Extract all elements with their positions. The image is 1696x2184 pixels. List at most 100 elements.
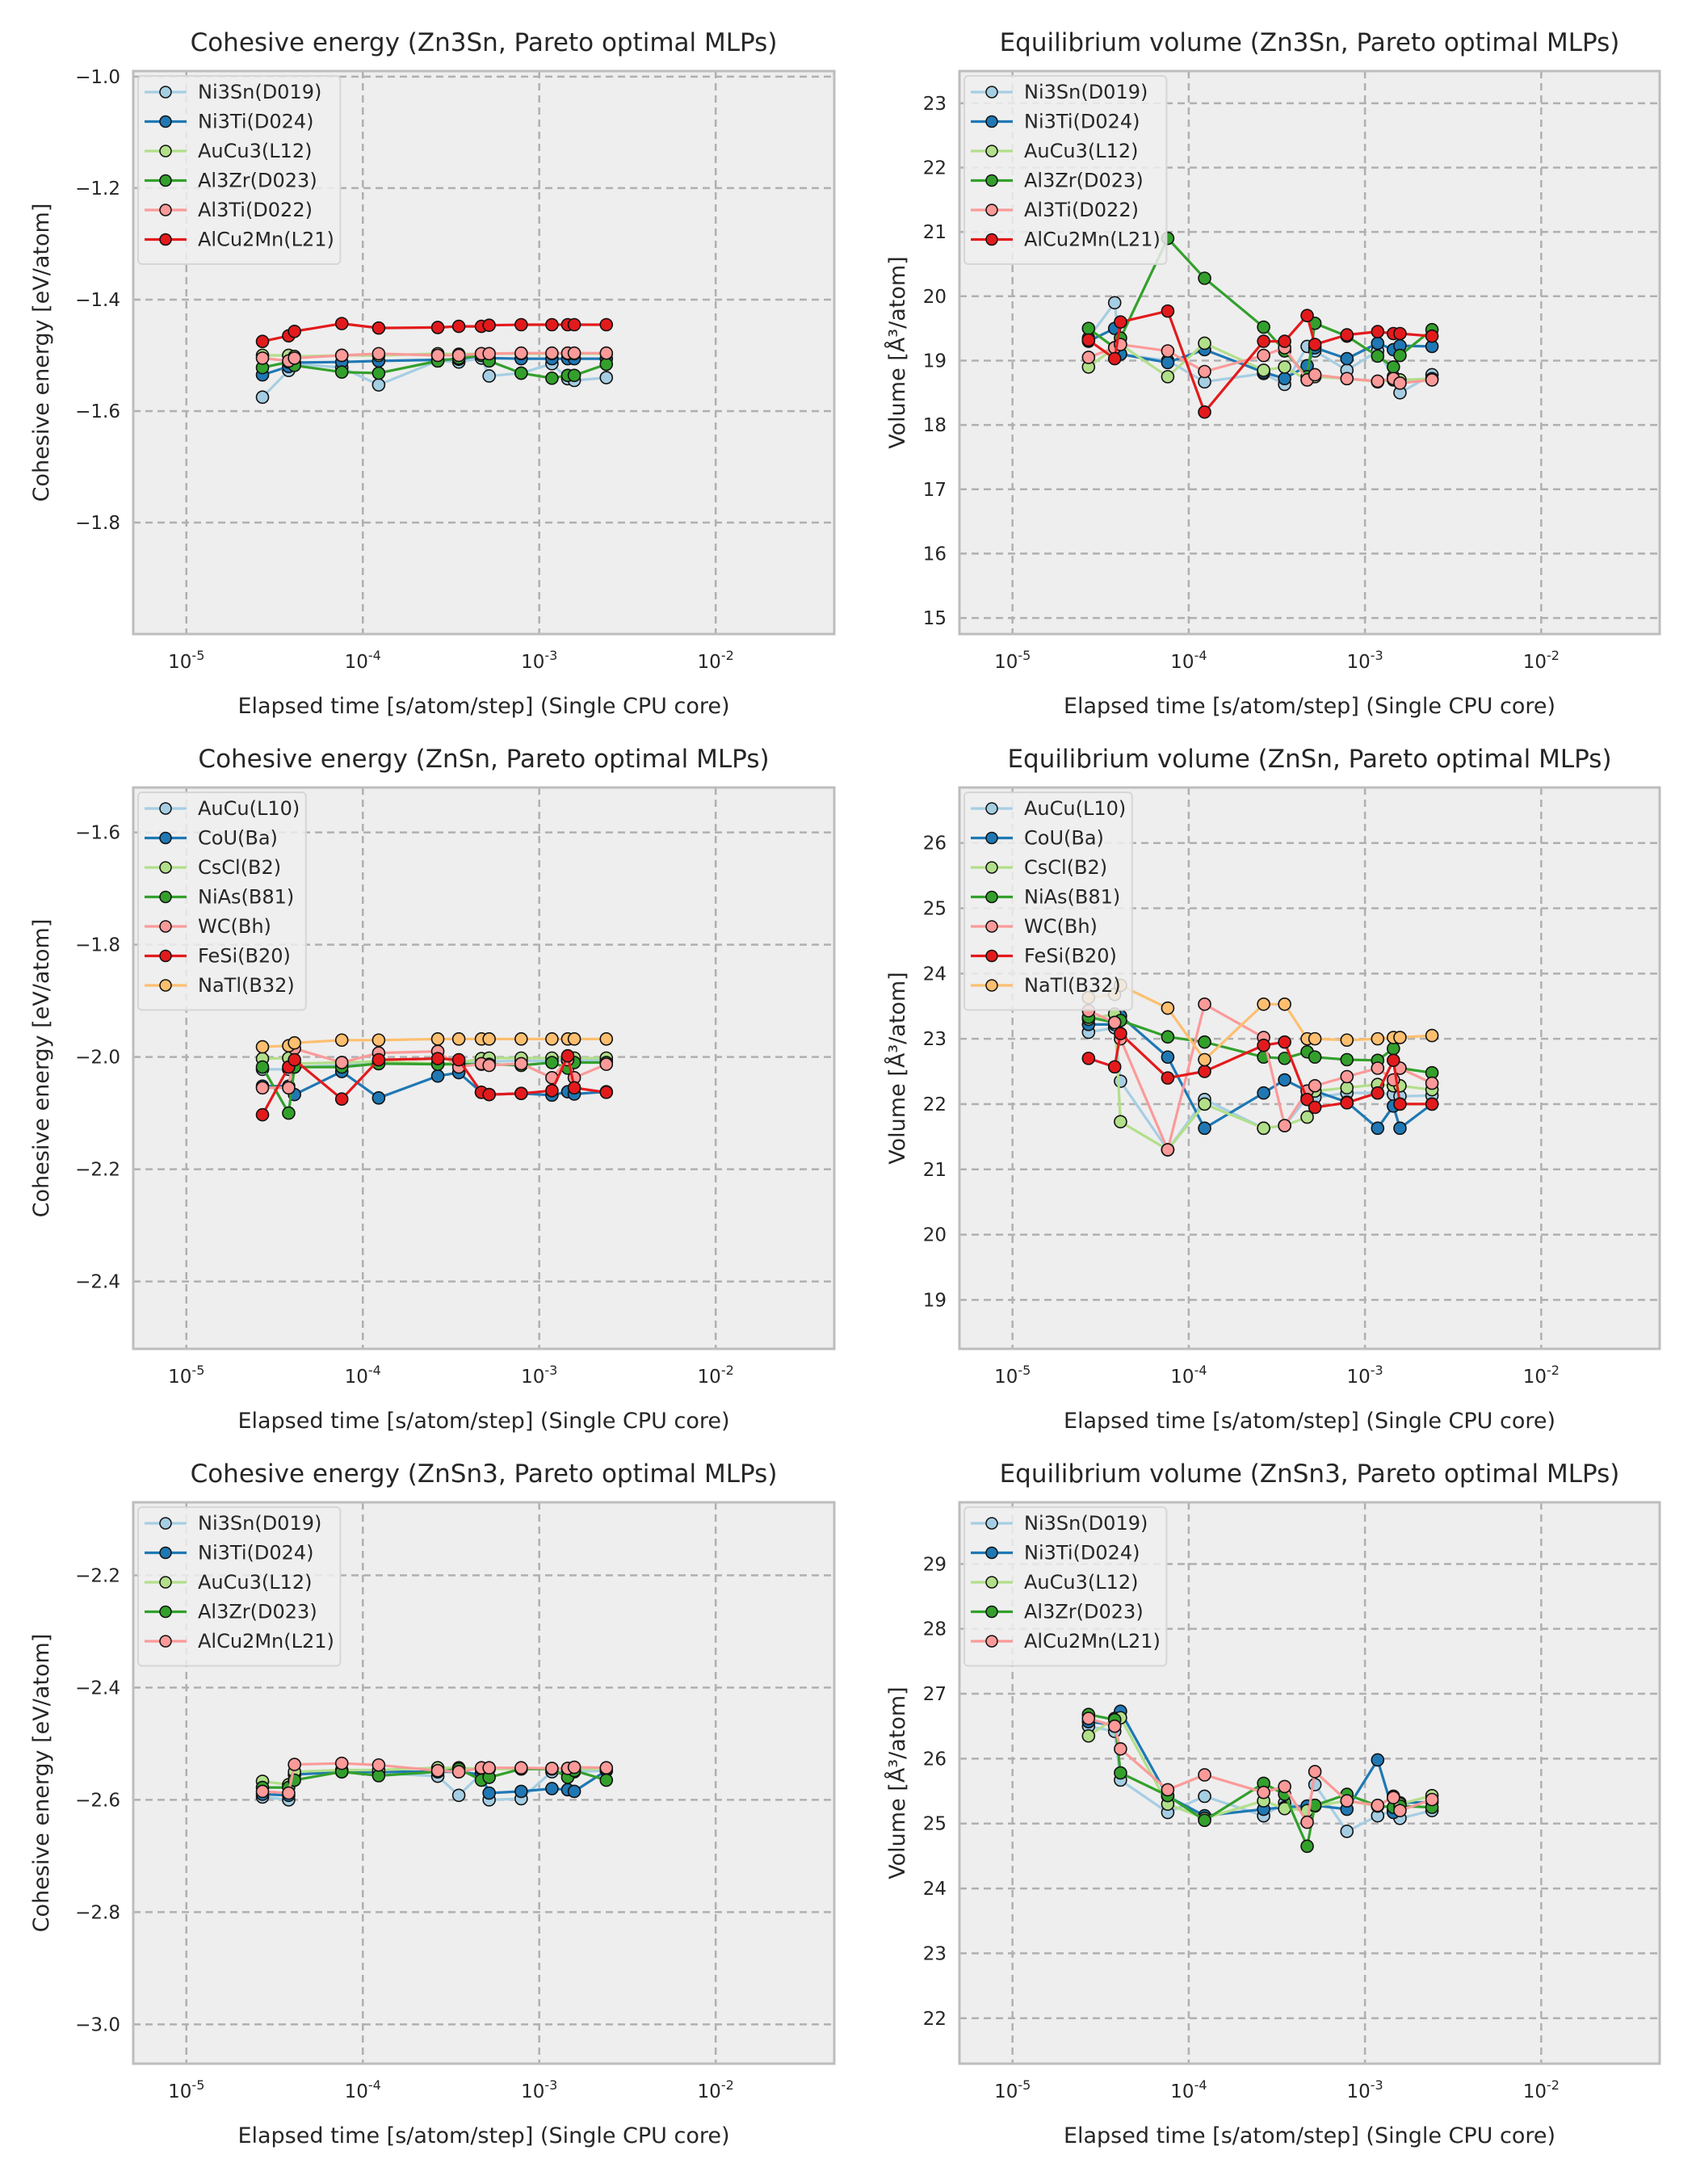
data-point (1081, 1728, 1096, 1743)
data-point (599, 346, 614, 360)
data-point (1393, 326, 1407, 341)
legend: AuCu(L10) CoU(Ba) CsCl(B2) NiAs(B81) WC(Bh) F… (963, 792, 1133, 1011)
y-tick-label: 24 (923, 1879, 947, 1900)
data-point (334, 348, 349, 363)
data-point (255, 1081, 270, 1095)
legend-label: NiAs(B81) (1024, 886, 1120, 909)
chart-panel-znsn-cohesive: 10-5 10-4 10-3 10-2 −2.4 −2.2 −2.0 −1.8 −1.6 Cohe… (29, 745, 836, 1434)
data-point (1308, 1100, 1322, 1115)
data-point (599, 371, 614, 384)
data-point (1425, 1028, 1439, 1043)
y-tick-label: −2.8 (75, 1902, 120, 1923)
legend-item: AuCu3(L12) (971, 1571, 1139, 1594)
legend-item: Ni3Sn(D019) (145, 81, 321, 103)
legend: Ni3Sn(D019) Ni3Ti(D024) AuCu3(L12) Al3Zr(D0… (137, 1506, 342, 1667)
plot-frame (132, 1501, 836, 2065)
data-point (1371, 1061, 1385, 1075)
legend-box (137, 1506, 342, 1667)
data-point (482, 346, 496, 361)
x-tick-label: 10-4 (1170, 648, 1207, 673)
data-point (1387, 360, 1400, 374)
legend-item: AlCu2Mn(L21) (145, 229, 334, 251)
data-point (545, 317, 559, 332)
data-point (482, 369, 496, 383)
data-point (545, 1782, 559, 1796)
data-point (282, 1106, 296, 1120)
y-tick-label: −1.2 (75, 178, 120, 200)
chart-panel-zn3sn-volume: 10-5 10-4 10-3 10-2 15 16 17 18 19 20 21 22 23 Equili… (884, 28, 1661, 719)
y-tick-label: 16 (923, 544, 947, 565)
legend-item: AlCu2Mn(L21) (145, 1630, 334, 1653)
data-point (372, 1033, 386, 1048)
legend-marker (985, 1546, 998, 1560)
legend-marker (985, 1635, 998, 1648)
legend-item: CoU(Ba) (145, 827, 278, 850)
legend-label: Al3Zr(D023) (1024, 1601, 1144, 1623)
legend-item: FeSi(B20) (971, 945, 1117, 968)
data-point (1340, 1096, 1354, 1110)
data-point (1107, 1015, 1122, 1030)
legend-label: Ni3Ti(D024) (198, 111, 314, 133)
y-tick-label: 21 (923, 222, 947, 243)
data-point (1198, 998, 1211, 1011)
legend-marker (985, 890, 998, 904)
y-tick-label: −1.4 (75, 290, 120, 311)
data-point (1278, 1035, 1291, 1049)
legend-item: AuCu3(L12) (145, 1571, 313, 1594)
legend-label: AlCu2Mn(L21) (198, 1630, 334, 1653)
y-tick-label: 26 (923, 834, 947, 855)
y-tick-label: 23 (923, 1029, 947, 1050)
plot-frame (132, 69, 836, 636)
data-point (372, 1758, 386, 1772)
data-point (372, 366, 386, 380)
legend-label: AuCu(L10) (198, 797, 300, 820)
data-point (451, 1788, 466, 1803)
legend-item: Ni3Ti(D024) (971, 1542, 1140, 1564)
data-point (545, 1056, 559, 1069)
legend: Ni3Sn(D019) Ni3Ti(D024) AuCu3(L12) Al3Zr(D0… (963, 75, 1168, 265)
data-point (1257, 334, 1270, 348)
data-point (288, 1052, 301, 1067)
y-tick-label: 24 (923, 964, 947, 985)
data-point (1371, 1031, 1385, 1046)
data-point (372, 378, 386, 392)
data-point (1300, 309, 1314, 322)
plot-frame (958, 69, 1661, 636)
x-tick-label: 10-2 (1523, 1363, 1560, 1388)
y-tick-label: −1.8 (75, 935, 120, 956)
data-point (1308, 368, 1322, 382)
data-point (1114, 1115, 1127, 1129)
x-tick-label: 10-3 (521, 1363, 557, 1388)
data-point (1300, 1092, 1314, 1107)
series-FeSi(B20) (255, 1048, 614, 1122)
data-point (451, 319, 466, 334)
series-Al3Ti(D022) (255, 346, 614, 368)
data-point (1278, 1073, 1291, 1087)
data-point (1081, 351, 1096, 364)
data-point (1387, 1053, 1400, 1068)
y-tick-label: 27 (923, 1684, 947, 1705)
data-point (334, 1056, 349, 1069)
data-point (1161, 1783, 1175, 1797)
legend-marker (159, 920, 172, 933)
legend-label: AuCu(L10) (1024, 797, 1126, 820)
data-point (599, 1086, 614, 1099)
x-tick-label: 10-2 (698, 1363, 734, 1388)
legend-item: Al3Zr(D023) (971, 1601, 1144, 1623)
data-point (1371, 1753, 1385, 1767)
legend-item: AuCu(L10) (145, 797, 300, 820)
legend-label: NaTl(B32) (198, 974, 295, 997)
legend-marker (159, 1546, 172, 1560)
data-point (1114, 1074, 1127, 1088)
legend-item: AlCu2Mn(L21) (971, 229, 1161, 251)
x-tick-label: 10-3 (1347, 1363, 1383, 1388)
data-point (482, 1087, 496, 1102)
data-point (255, 334, 270, 348)
data-point (1198, 1052, 1211, 1067)
legend-item: CoU(Ba) (971, 827, 1104, 850)
legend-marker (159, 890, 172, 904)
y-tick-label: −1.6 (75, 823, 120, 844)
chart-title: Equilibrium volume (Zn3Sn, Pareto optima… (1000, 28, 1620, 57)
data-point (1393, 1121, 1407, 1136)
y-axis-label: Volume [Å³/atom] (884, 1686, 910, 1879)
